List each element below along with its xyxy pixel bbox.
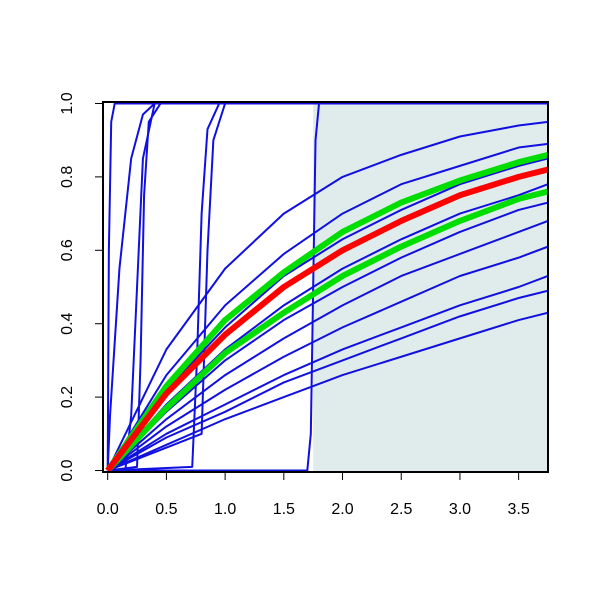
shaded-region xyxy=(313,102,548,472)
x-tick-label: 2.5 xyxy=(390,501,412,518)
y-tick-label: 1.0 xyxy=(59,92,76,114)
curve xyxy=(107,102,548,472)
x-tick-label: 2.0 xyxy=(331,501,353,518)
x-tick-label: 1.5 xyxy=(273,501,295,518)
curve xyxy=(106,142,548,472)
curve xyxy=(107,102,548,472)
y-tick-label: 0.6 xyxy=(59,239,76,261)
x-tick-label: 0.0 xyxy=(97,501,119,518)
curve xyxy=(106,157,548,472)
curve xyxy=(105,151,548,472)
y-tick-label: 0.8 xyxy=(59,166,76,188)
curve xyxy=(107,245,548,472)
x-tick-label: 3.0 xyxy=(449,501,471,518)
y-tick-label: 0.0 xyxy=(59,459,76,481)
plot-area xyxy=(105,102,548,472)
curve xyxy=(107,275,548,472)
curve xyxy=(105,166,548,472)
curve xyxy=(107,289,548,472)
curve xyxy=(106,201,548,472)
y-tick-label: 0.4 xyxy=(59,312,76,334)
curve xyxy=(107,219,548,472)
curve xyxy=(106,120,548,471)
x-tick-label: 3.5 xyxy=(508,501,530,518)
plot-frame xyxy=(102,101,549,473)
x-tick-label: 1.0 xyxy=(214,501,236,518)
curve xyxy=(107,102,548,472)
curve xyxy=(105,188,548,472)
x-tick-label: 0.5 xyxy=(155,501,177,518)
curve xyxy=(107,102,548,472)
y-tick-label: 0.2 xyxy=(59,386,76,408)
curve xyxy=(107,311,548,472)
